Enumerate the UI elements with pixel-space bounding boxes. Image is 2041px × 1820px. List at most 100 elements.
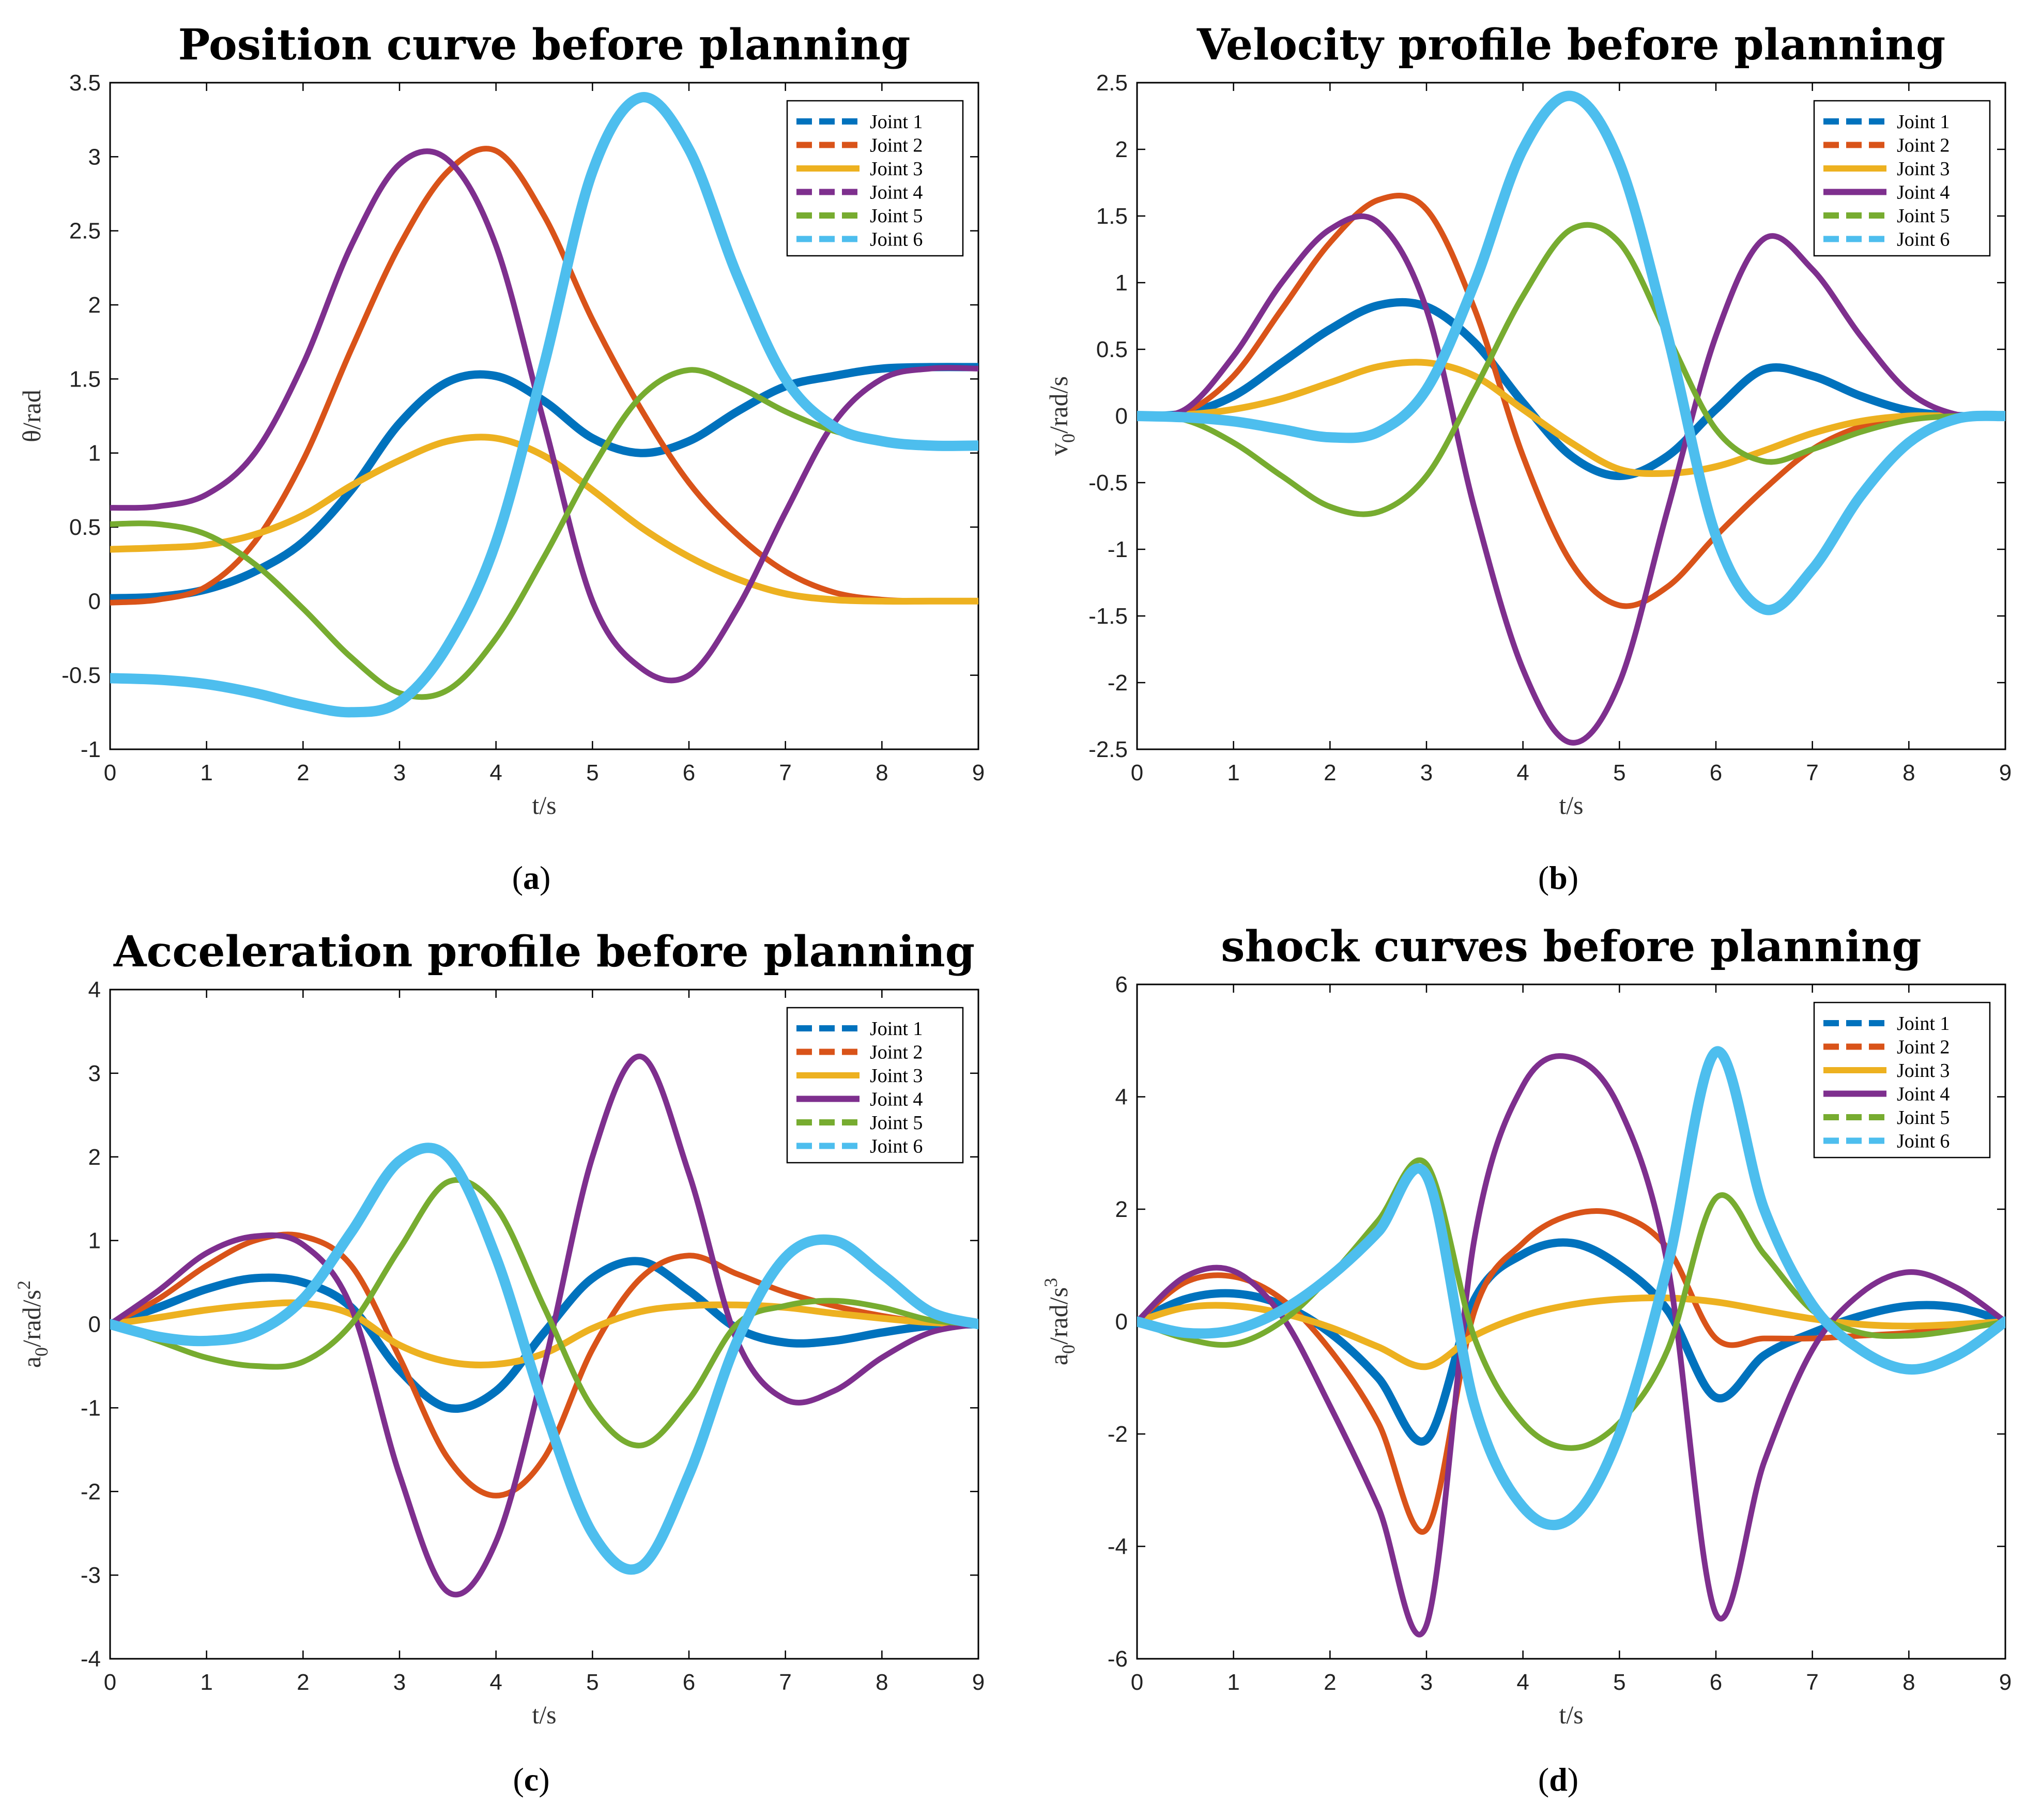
- legend-label: Joint 3: [1897, 1060, 1950, 1082]
- series-line-joint-2: [110, 146, 978, 606]
- x-tick-label: 8: [876, 760, 888, 785]
- chart-panel-a: Position curve before planning 0 1 2 3 4 5 6 7 8 9…: [17, 20, 985, 896]
- y-axis-label: θ/rad: [17, 390, 46, 442]
- x-tick-label: 6: [683, 760, 695, 785]
- legend-label: Joint 1: [1897, 111, 1950, 133]
- x-tick-label: 3: [393, 760, 406, 785]
- chart-title: Acceleration profile before planning: [113, 927, 975, 977]
- legend-box: [1813, 100, 1991, 257]
- x-tick-label: 3: [393, 1670, 406, 1695]
- legend-label: Joint 2: [1897, 1037, 1950, 1058]
- x-tick-label: 0: [104, 1670, 116, 1695]
- x-tick-label: 1: [200, 760, 212, 785]
- chart-panel-d: shock curves before planning 0 1 2 3 4 5 6 7 8 9 -6…: [1040, 922, 2012, 1798]
- y-tick-label: 2.5: [1096, 70, 1128, 96]
- legend-label: Joint 1: [1897, 1013, 1950, 1035]
- x-tick-label: 7: [1806, 1670, 1818, 1695]
- x-tick-label: 2: [297, 760, 309, 785]
- series-group: [110, 92, 978, 718]
- y-tick-label: 3: [88, 1061, 101, 1086]
- y-tick-label: -4: [1108, 1534, 1128, 1560]
- x-tick-label: 4: [489, 1670, 502, 1695]
- legend-label: Joint 5: [1897, 1107, 1950, 1129]
- legend-label: Joint 4: [870, 182, 923, 204]
- panel-caption: (c): [513, 1761, 549, 1798]
- x-tick-label: 3: [1420, 1670, 1433, 1695]
- y-tick-label: 1.5: [1096, 204, 1128, 229]
- y-tick-label: -1: [81, 737, 101, 762]
- chart-title: shock curves before planning: [1221, 922, 1921, 971]
- y-axis-label: a0/rad/s3: [1040, 1278, 1079, 1365]
- series-line-joint-5: [110, 367, 978, 700]
- legend-box: [786, 100, 964, 257]
- x-tick-label: 9: [972, 760, 985, 785]
- x-axis-label: t/s: [532, 791, 556, 820]
- series-line-joint-4: [1137, 1053, 2005, 1638]
- x-tick-label: 4: [1516, 1670, 1529, 1695]
- chart-title: Velocity profile before planning: [1196, 20, 1945, 70]
- y-tick-label: 0.5: [69, 515, 101, 540]
- legend-label: Joint 6: [870, 229, 923, 251]
- x-tick-label: 9: [1999, 1670, 2012, 1695]
- legend-label: Joint 3: [870, 158, 923, 180]
- x-tick-label: 6: [1710, 760, 1722, 785]
- series-line-joint-4: [1137, 213, 2005, 746]
- y-tick-label: -1: [1108, 537, 1128, 562]
- x-tick-label: 1: [1227, 760, 1239, 785]
- series-line-joint-1: [110, 1257, 978, 1413]
- series-line-joint-5: [1137, 222, 2005, 517]
- legend-label: Joint 3: [870, 1065, 923, 1087]
- legend-label: Joint 6: [1897, 229, 1950, 251]
- series-line-joint-4: [110, 148, 978, 684]
- x-tick-label: 5: [1613, 1670, 1625, 1695]
- y-tick-label: 2: [1115, 1197, 1128, 1222]
- legend-label: Joint 2: [870, 1042, 923, 1063]
- x-tick-label: 1: [1227, 1670, 1239, 1695]
- y-axis-label: a0/rad/s2: [13, 1281, 52, 1368]
- x-tick-label: 4: [489, 760, 502, 785]
- legend-label: Joint 2: [1897, 135, 1950, 157]
- series-line-joint-6: [1137, 1046, 2005, 1531]
- legend-label: Joint 4: [1897, 182, 1950, 204]
- y-tick-label: 2.5: [69, 219, 101, 244]
- legend-label: Joint 5: [870, 1112, 923, 1134]
- series-line-joint-6: [1137, 90, 2005, 615]
- x-axis-label: t/s: [532, 1700, 556, 1729]
- y-tick-label: -2.5: [1088, 737, 1128, 762]
- y-tick-label: 2: [88, 1145, 101, 1170]
- x-tick-label: 9: [972, 1670, 985, 1695]
- x-tick-label: 7: [1806, 760, 1818, 785]
- y-tick-label: 1: [88, 441, 101, 466]
- chart-title: Position curve before planning: [178, 20, 911, 70]
- legend-label: Joint 2: [870, 135, 923, 157]
- chart-panel-b: Velocity profile before planning 0 1 2 3 4 5 6 7…: [1044, 20, 2012, 896]
- y-tick-label: 4: [1115, 1085, 1128, 1110]
- y-tick-label: -1: [81, 1395, 101, 1421]
- y-tick-label: -2: [81, 1479, 101, 1504]
- series-line-joint-1: [1137, 298, 2005, 481]
- series-group: [1137, 90, 2005, 746]
- series-group: [110, 1053, 978, 1598]
- legend-label: Joint 5: [870, 205, 923, 227]
- y-tick-label: 3.5: [69, 70, 101, 96]
- legend-label: Joint 5: [1897, 205, 1950, 227]
- panel-caption: (a): [512, 859, 551, 896]
- x-tick-label: 2: [1324, 1670, 1336, 1695]
- legend-label: Joint 1: [870, 111, 923, 133]
- y-tick-label: 2: [88, 292, 101, 318]
- series-line-joint-2: [1137, 193, 2005, 609]
- y-tick-label: 1.5: [69, 366, 101, 392]
- y-tick-label: -0.5: [1088, 470, 1128, 496]
- series-line-joint-6: [110, 1143, 978, 1575]
- legend-label: Joint 6: [1897, 1131, 1950, 1152]
- y-tick-label: 1: [1115, 270, 1128, 296]
- y-tick-label: -1.5: [1088, 604, 1128, 629]
- x-axis-label: t/s: [1559, 791, 1583, 820]
- y-tick-label: -4: [81, 1646, 101, 1672]
- y-tick-label: 2: [1115, 137, 1128, 162]
- x-tick-label: 0: [1131, 1670, 1143, 1695]
